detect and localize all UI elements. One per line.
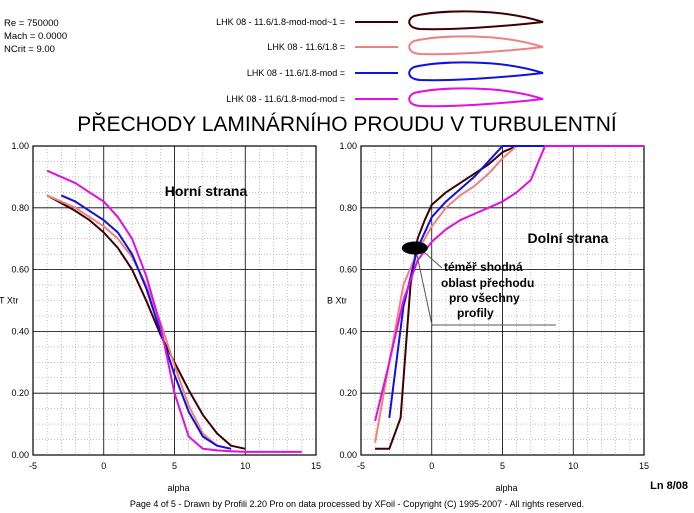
y-tick-label: 0.20 bbox=[11, 388, 29, 398]
x-tick-label: 10 bbox=[568, 461, 578, 471]
note-line: profily bbox=[457, 306, 494, 320]
x-tick-label: 0 bbox=[101, 461, 106, 471]
y-tick-label: 0.40 bbox=[339, 326, 357, 336]
panel-annotation: Dolní strana bbox=[528, 230, 609, 246]
y-tick-label: 0.00 bbox=[11, 450, 29, 460]
y-tick-label: 0.80 bbox=[11, 203, 29, 213]
y-tick-label: 0.00 bbox=[339, 450, 357, 460]
legend-label: LHK 08 - 11.6/1.8-mod-mod~1 = bbox=[216, 17, 345, 27]
airfoil-shape-icon bbox=[408, 10, 544, 31]
legend-label: LHK 08 - 11.6/1.8-mod-mod = bbox=[226, 94, 345, 104]
x-tick-label: -5 bbox=[357, 461, 365, 471]
mach-label: Mach = 0.0000 bbox=[4, 31, 67, 42]
panel-annotation: Horní strana bbox=[165, 183, 248, 199]
y-axis-label: T Xtr bbox=[0, 296, 18, 306]
x-tick-label: -5 bbox=[29, 461, 37, 471]
ncrit-label: NCrit = 9.00 bbox=[4, 44, 55, 55]
airfoil-shape-icon bbox=[408, 87, 544, 108]
y-tick-label: 0.20 bbox=[339, 388, 357, 398]
footer-text: Page 4 of 5 - Drawn by Profili 2.20 Pro … bbox=[130, 499, 584, 509]
legend: LHK 08 - 11.6/1.8-mod-mod~1 = LHK 08 - 11… bbox=[216, 10, 544, 108]
x-tick-label: 10 bbox=[240, 461, 250, 471]
leader-line bbox=[422, 250, 443, 269]
series-line bbox=[46, 169, 302, 453]
right-chart-panel: -5 0 5 10 15 0.00 0.20 0.40 0.60 0.80 1.00 alpha B X… bbox=[327, 141, 649, 493]
y-axis-label: B Xtr bbox=[327, 296, 347, 306]
note-line: téměř shodná bbox=[444, 260, 523, 274]
transition-region-marker bbox=[401, 241, 428, 255]
y-tick-label: 0.40 bbox=[11, 326, 29, 336]
y-tick-label: 0.60 bbox=[11, 265, 29, 275]
x-tick-label: 5 bbox=[500, 461, 505, 471]
x-tick-label: 15 bbox=[311, 461, 321, 471]
y-tick-label: 0.80 bbox=[339, 203, 357, 213]
y-tick-label: 1.00 bbox=[11, 141, 29, 151]
note-line: pro všechny bbox=[449, 291, 520, 305]
series-line bbox=[60, 194, 232, 450]
plot-frame bbox=[32, 145, 317, 456]
legend-label: LHK 08 - 11.6/1.8 = bbox=[267, 42, 345, 52]
leader-line bbox=[416, 253, 433, 326]
x-axis-label: alpha bbox=[167, 483, 189, 493]
x-axis-label: alpha bbox=[495, 483, 517, 493]
left-chart-panel: -5 0 5 10 15 0.00 0.20 0.40 0.60 0.80 1.00 alpha T X… bbox=[0, 141, 321, 493]
airfoil-shape-icon bbox=[408, 61, 544, 82]
airfoil-shape-icon bbox=[408, 35, 544, 56]
x-tick-label: 5 bbox=[172, 461, 177, 471]
note-line: oblast přechodu bbox=[441, 276, 534, 290]
y-tick-label: 1.00 bbox=[339, 141, 357, 151]
y-tick-label: 0.60 bbox=[339, 265, 357, 275]
legend-label: LHK 08 - 11.6/1.8-mod = bbox=[247, 68, 345, 78]
reynolds-label: Re = 750000 bbox=[4, 18, 59, 29]
x-tick-label: 15 bbox=[639, 461, 649, 471]
x-tick-label: 0 bbox=[429, 461, 434, 471]
series-line bbox=[46, 194, 246, 450]
footer-code: Ln 8/08 bbox=[650, 480, 688, 492]
series-line bbox=[374, 145, 644, 422]
page-title: PŘECHODY LAMINÁRNÍHO PROUDU V TURBULENTN… bbox=[77, 113, 617, 136]
